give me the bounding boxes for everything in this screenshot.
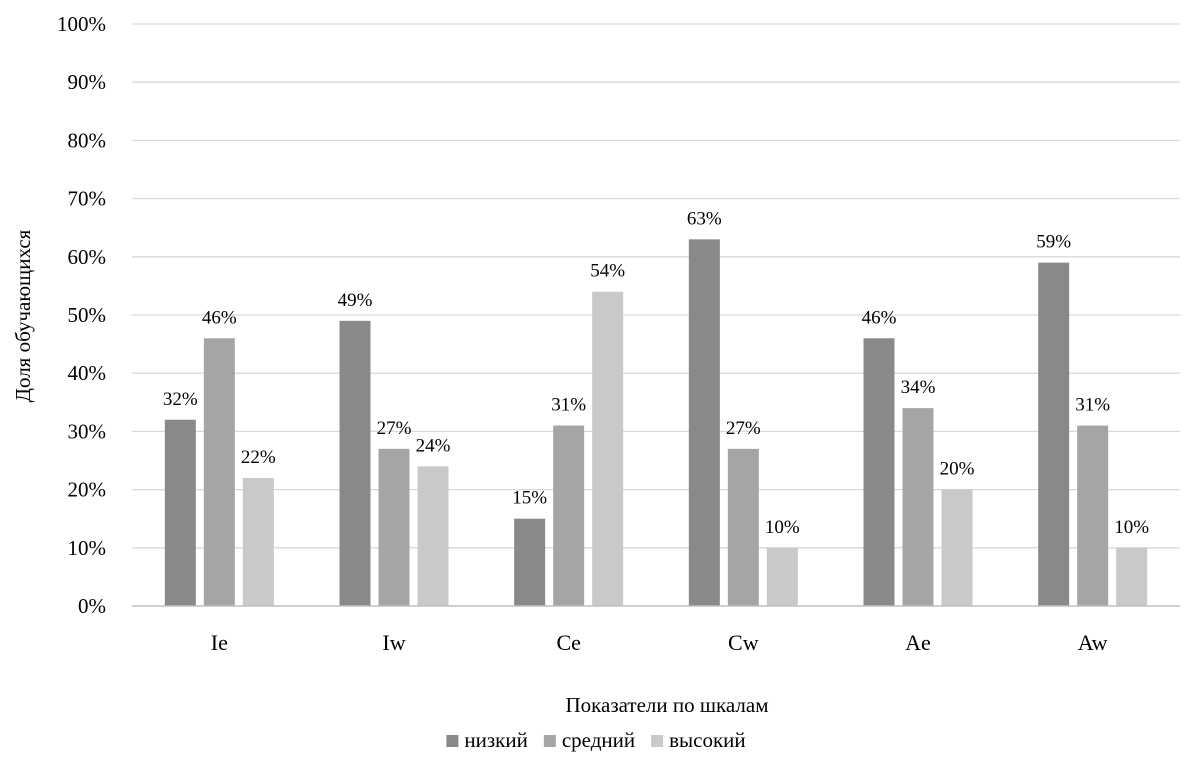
axes: 0% 10% 20% 30% 40% 50% 60% 70% 80% 90% 100% Ie Iw Ce C… bbox=[57, 12, 1180, 655]
data-label: 24% bbox=[416, 435, 451, 456]
bar-Aw-высокий bbox=[1116, 547, 1148, 606]
bar-Aw-средний bbox=[1077, 425, 1109, 606]
data-label: 63% bbox=[687, 208, 722, 229]
bar-Ce-средний bbox=[553, 425, 585, 606]
data-label: 22% bbox=[241, 447, 276, 468]
data-label: 49% bbox=[338, 290, 373, 311]
bars bbox=[164, 239, 1148, 606]
y-tick-label: 100% bbox=[57, 12, 106, 36]
data-label: 10% bbox=[1114, 517, 1149, 538]
x-tick-label: Ie bbox=[211, 630, 228, 655]
data-label: 15% bbox=[512, 488, 547, 509]
data-label: 10% bbox=[765, 517, 800, 538]
y-axis-title: Доля обучающихся bbox=[11, 229, 35, 402]
data-label: 54% bbox=[590, 261, 625, 282]
y-tick-label: 0% bbox=[78, 594, 106, 618]
legend-swatch-низкий bbox=[446, 735, 459, 747]
data-labels: 32%46%22%49%27%24%15%31%54%63%27%10%46%3… bbox=[163, 208, 1149, 537]
bar-Ie-средний bbox=[203, 338, 235, 606]
data-label: 34% bbox=[901, 377, 936, 398]
bar-Ie-низкий bbox=[164, 419, 196, 606]
legend-swatch-средний bbox=[543, 735, 556, 747]
y-tick-label: 20% bbox=[68, 478, 107, 502]
data-label: 31% bbox=[1075, 395, 1110, 416]
y-tick-label: 30% bbox=[68, 419, 107, 443]
bar-Ae-высокий bbox=[941, 489, 973, 606]
bar-Ce-низкий bbox=[514, 518, 546, 606]
x-tick-label: Iw bbox=[382, 630, 405, 655]
x-tick-label: Ce bbox=[556, 630, 580, 655]
x-axis-title: Показатели по шкалам bbox=[565, 693, 768, 717]
bar-Ce-высокий bbox=[592, 291, 624, 606]
bar-Ie-высокий bbox=[242, 477, 274, 606]
gridlines bbox=[132, 23, 1180, 549]
data-label: 27% bbox=[377, 418, 412, 439]
x-tick-label: Ae bbox=[905, 630, 931, 655]
y-tick-label: 70% bbox=[68, 187, 107, 211]
legend-label: низкий bbox=[464, 728, 527, 752]
bar-Aw-низкий bbox=[1038, 262, 1070, 606]
data-label: 59% bbox=[1036, 232, 1071, 253]
bar-Iw-низкий bbox=[339, 320, 371, 606]
y-tick-label: 10% bbox=[68, 536, 107, 560]
y-tick-label: 90% bbox=[68, 70, 107, 94]
data-label: 46% bbox=[862, 307, 897, 328]
y-tick-label: 60% bbox=[68, 245, 107, 269]
bar-Cw-средний bbox=[727, 448, 759, 606]
x-tick-label: Aw bbox=[1078, 630, 1108, 655]
bar-Cw-низкий bbox=[688, 239, 720, 606]
y-tick-label: 80% bbox=[68, 128, 107, 152]
bar-Ae-низкий bbox=[863, 338, 895, 606]
y-tick-label: 50% bbox=[68, 303, 107, 327]
data-label: 32% bbox=[163, 389, 198, 410]
legend-swatch-высокий bbox=[651, 735, 664, 747]
data-label: 27% bbox=[726, 418, 761, 439]
legend-label: средний bbox=[562, 728, 635, 752]
legend-label: высокий bbox=[669, 728, 746, 752]
y-tick-label: 40% bbox=[68, 361, 107, 385]
bar-Iw-средний bbox=[378, 448, 410, 606]
bar-Iw-высокий bbox=[417, 466, 449, 606]
data-label: 20% bbox=[940, 459, 975, 480]
data-label: 46% bbox=[202, 307, 237, 328]
data-label: 31% bbox=[551, 395, 586, 416]
bar-Cw-высокий bbox=[766, 547, 798, 606]
x-tick-label: Cw bbox=[728, 630, 759, 655]
bar-Ae-средний bbox=[902, 408, 934, 606]
legend: низкий средний высокий bbox=[446, 728, 746, 752]
